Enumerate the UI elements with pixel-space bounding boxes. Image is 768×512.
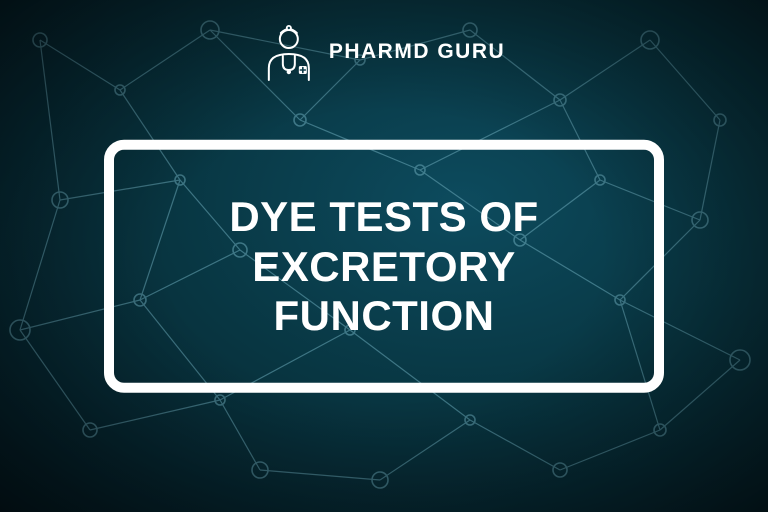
banner-canvas: PHARMD GURU DYE TESTS OFEXCRETORY FUNCTI… [0, 0, 768, 512]
brand-name: PHARMD GURU [329, 40, 505, 64]
title-text: DYE TESTS OFEXCRETORY FUNCTION [170, 192, 598, 341]
title-line-2: EXCRETORY FUNCTION [252, 242, 516, 339]
doctor-icon [263, 22, 315, 82]
title-frame: DYE TESTS OFEXCRETORY FUNCTION [104, 140, 664, 393]
brand-lockup: PHARMD GURU [263, 22, 505, 82]
title-line-1: DYE TESTS OF [229, 193, 538, 240]
